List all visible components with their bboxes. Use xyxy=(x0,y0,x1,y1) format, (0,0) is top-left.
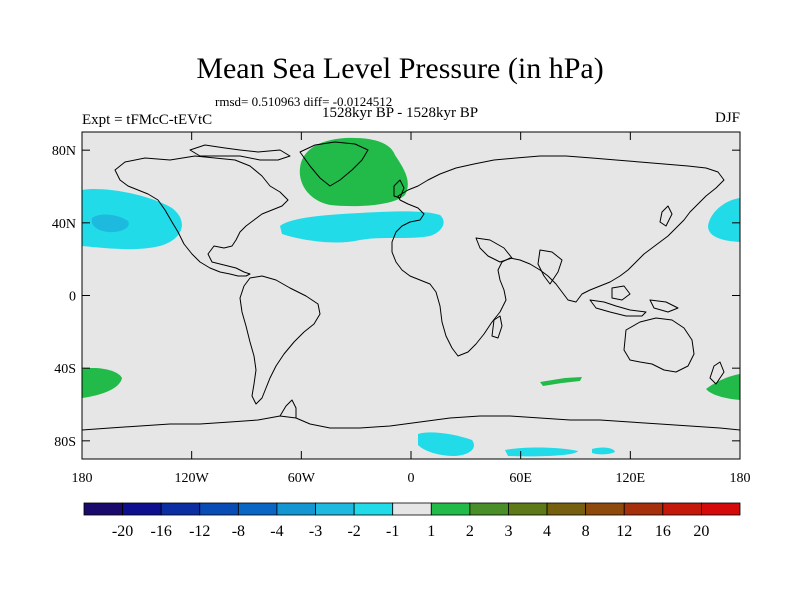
colorbar-box xyxy=(315,502,355,516)
lat-tick-label: 40N xyxy=(52,217,76,232)
anomaly-south-pacific-positive-west xyxy=(82,368,122,398)
coastlines xyxy=(82,141,740,431)
anomaly-antarctic-negative-2 xyxy=(505,447,578,457)
anomaly-fields xyxy=(82,137,740,457)
lon-tick-label: 0 xyxy=(408,471,415,486)
colorbar-box xyxy=(662,502,702,516)
colorbar-box xyxy=(122,502,162,516)
coastline-new-zealand xyxy=(709,361,725,385)
coastline-indonesia xyxy=(589,299,647,317)
coastline-new-guinea xyxy=(649,299,679,313)
statistics-label: rmsd= 0.510963 diff= -0.0124512 xyxy=(215,94,393,109)
colorbar-box xyxy=(392,502,432,516)
colorbar-label: -20 xyxy=(112,523,133,540)
lon-tick-label: 120W xyxy=(175,471,210,486)
colorbar: -20 -16 -12 -8 -4 -3 -2 -1 1 2 3 4 8 12 16 20 xyxy=(83,502,741,540)
lon-tick-label: 120E xyxy=(616,471,646,486)
colorbar-box xyxy=(83,502,123,516)
anomaly-north-atlantic-positive xyxy=(299,137,408,207)
latitude-axis: 80N 40N 0 40S 80S xyxy=(52,144,740,450)
colorbar-label: 16 xyxy=(655,523,671,540)
colorbar-label: 2 xyxy=(466,523,474,540)
colorbar-label: 1 xyxy=(427,523,435,540)
anomaly-east-pacific-negative xyxy=(708,198,740,242)
map-background xyxy=(82,132,740,459)
anomaly-antarctic-negative-1 xyxy=(418,432,475,456)
colorbar-label: -3 xyxy=(309,523,322,540)
colorbar-box xyxy=(237,502,278,516)
anomaly-north-pacific-negative xyxy=(82,189,182,250)
colorbar-box xyxy=(508,502,548,516)
coastline-antarctica xyxy=(82,415,740,431)
colorbar-box xyxy=(276,502,316,516)
lat-tick-label: 0 xyxy=(69,290,76,305)
coastline-australia xyxy=(623,317,695,373)
colorbar-label: -2 xyxy=(347,523,360,540)
coastline-arabia xyxy=(475,237,513,263)
coastline-antarctic-peninsula xyxy=(279,399,297,418)
longitude-axis: 180 120W 60W 0 60E 120E 180 xyxy=(72,132,751,486)
period-label: 1528kyr BP - 1528kyr BP xyxy=(322,105,479,121)
coastline-arctic-islands xyxy=(189,144,291,161)
colorbar-box xyxy=(353,502,394,516)
anomaly-south-pacific-positive-east xyxy=(706,374,740,400)
anomaly-indian-ocean-positive xyxy=(540,377,582,386)
colorbar-label: -12 xyxy=(189,523,210,540)
colorbar-label: 12 xyxy=(616,523,632,540)
colorbar-label: -1 xyxy=(386,523,399,540)
colorbar-box xyxy=(430,502,471,516)
anomaly-antarctic-negative-3 xyxy=(592,447,615,455)
coastline-greenland xyxy=(299,141,369,187)
lat-tick-label: 80S xyxy=(54,435,76,450)
colorbar-box xyxy=(585,502,625,516)
anomaly-north-pacific-core xyxy=(91,214,129,233)
season-label: DJF xyxy=(714,110,740,126)
coastline-japan xyxy=(659,205,673,227)
colorbar-label: 4 xyxy=(543,523,551,540)
coastline-south-america xyxy=(239,275,321,405)
lon-tick-label: 180 xyxy=(72,471,93,486)
lat-tick-label: 40S xyxy=(54,362,76,377)
coastline-india xyxy=(537,249,563,285)
lon-tick-label: 180 xyxy=(730,471,751,486)
colorbar-label: -4 xyxy=(270,523,283,540)
lon-tick-label: 60W xyxy=(288,471,316,486)
map-title: Mean Sea Level Pressure (in hPa) xyxy=(196,52,604,85)
colorbar-box xyxy=(623,502,664,516)
coastline-british-isles xyxy=(393,179,405,199)
colorbar-box xyxy=(546,502,587,516)
lat-tick-label: 80N xyxy=(52,144,76,159)
colorbar-box xyxy=(199,502,239,516)
experiment-label: Expt = tFMcC-tEVtC xyxy=(82,112,213,128)
colorbar-label: 20 xyxy=(693,523,709,540)
coastline-north-america xyxy=(114,155,289,277)
coastline-eurasia-africa xyxy=(391,155,725,357)
coastline-madagascar xyxy=(491,315,503,339)
colorbar-label: 8 xyxy=(582,523,590,540)
lon-tick-label: 60E xyxy=(509,471,532,486)
colorbar-box xyxy=(701,502,741,516)
colorbar-label: -16 xyxy=(151,523,172,540)
colorbar-label: -8 xyxy=(232,523,245,540)
colorbar-label: 3 xyxy=(504,523,512,540)
anomaly-mid-atlantic-negative xyxy=(280,211,444,243)
colorbar-box xyxy=(469,502,509,516)
colorbar-box xyxy=(160,502,201,516)
coastline-borneo xyxy=(611,285,631,301)
